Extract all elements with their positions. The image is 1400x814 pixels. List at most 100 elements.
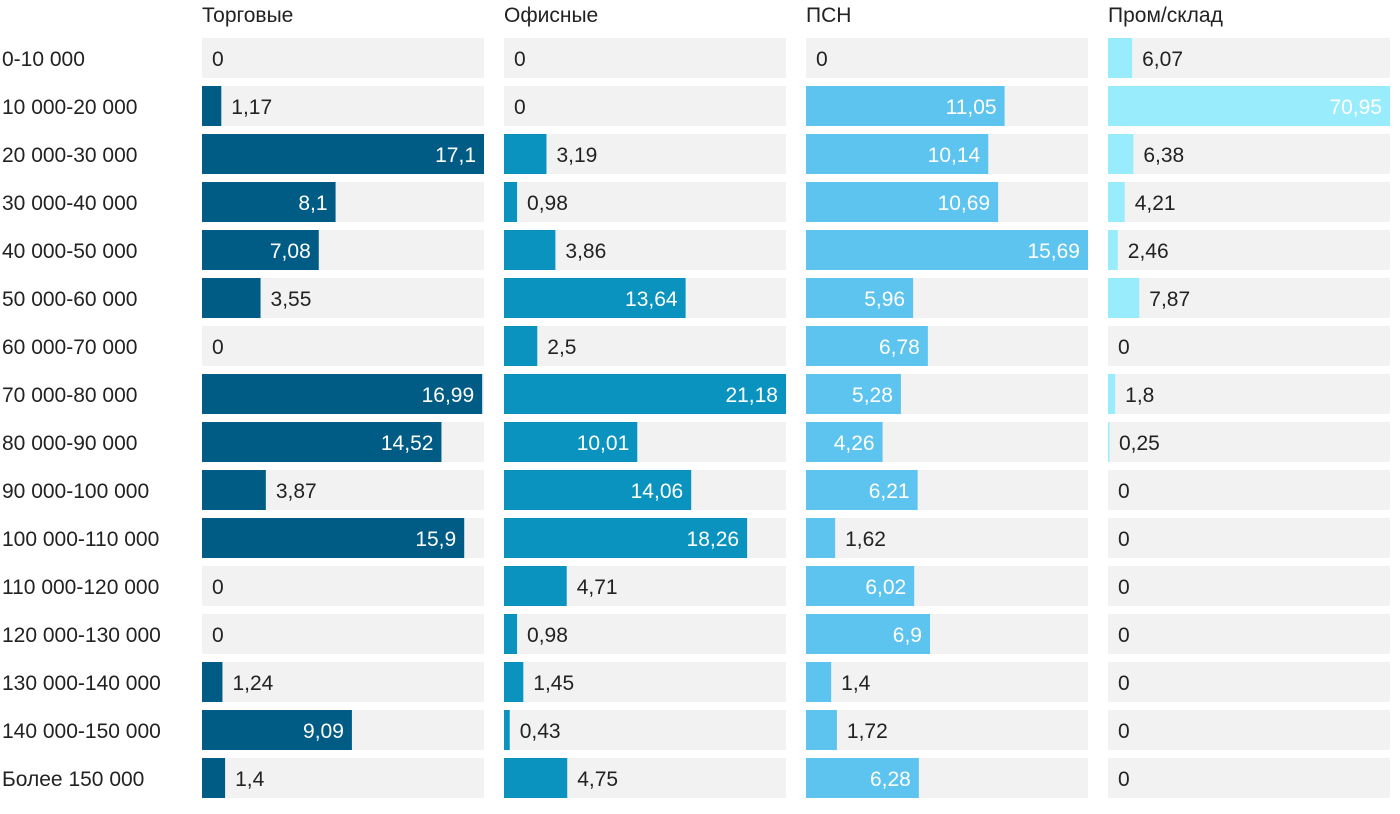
bar — [806, 182, 999, 222]
bar-track — [504, 614, 786, 654]
data-label: 2,46 — [1128, 240, 1169, 263]
bar — [202, 134, 484, 174]
data-label: 0 — [816, 48, 828, 71]
bar-track — [806, 38, 1088, 78]
category-label: 130 000-140 000 — [2, 672, 161, 695]
bar — [504, 662, 524, 702]
data-label: 70,95 — [1329, 96, 1382, 119]
data-label: 8,1 — [298, 192, 327, 215]
bar — [806, 614, 931, 654]
bar-track — [1108, 662, 1390, 702]
bar — [202, 518, 465, 558]
data-label: 4,26 — [834, 432, 875, 455]
data-label: 3,86 — [565, 240, 606, 263]
data-label: 15,69 — [1027, 240, 1080, 263]
series-header: Пром/склад — [1108, 4, 1223, 27]
bar-track — [806, 710, 1088, 750]
category-label: 70 000-80 000 — [2, 384, 137, 407]
category-label: 90 000-100 000 — [2, 480, 149, 503]
data-label: 0 — [212, 336, 224, 359]
bar-track — [1108, 614, 1390, 654]
category-label: 50 000-60 000 — [2, 288, 137, 311]
data-label: 7,87 — [1149, 288, 1190, 311]
bar-track — [1108, 566, 1390, 606]
bar — [504, 278, 686, 318]
bar — [806, 758, 919, 798]
bar — [1108, 422, 1110, 462]
bar — [504, 230, 556, 270]
bar — [202, 710, 352, 750]
bar — [504, 326, 538, 366]
data-label: 10,69 — [938, 192, 991, 215]
category-label: 100 000-110 000 — [2, 528, 159, 551]
data-label: 6,28 — [870, 768, 911, 791]
category-label: 20 000-30 000 — [2, 144, 137, 167]
bar-track — [504, 134, 786, 174]
bar — [202, 758, 226, 798]
bar-track — [806, 662, 1088, 702]
data-label: 0 — [1118, 720, 1130, 743]
bar-track — [1108, 278, 1390, 318]
bar — [504, 374, 786, 414]
data-label: 0 — [212, 48, 224, 71]
data-label: 0 — [514, 96, 526, 119]
data-label: 17,1 — [435, 144, 476, 167]
data-label: 1,17 — [231, 96, 272, 119]
bar — [504, 134, 547, 174]
data-label: 4,21 — [1135, 192, 1176, 215]
bar — [202, 182, 336, 222]
data-label: 18,26 — [687, 528, 740, 551]
bar — [504, 758, 568, 798]
bar — [1108, 134, 1134, 174]
category-label: 80 000-90 000 — [2, 432, 137, 455]
bar — [1108, 182, 1125, 222]
data-label: 1,45 — [533, 672, 574, 695]
data-label: 0 — [1118, 528, 1130, 551]
data-label: 6,38 — [1143, 144, 1184, 167]
bar-track — [202, 326, 484, 366]
category-label: 140 000-150 000 — [2, 720, 161, 743]
data-label: 14,06 — [631, 480, 684, 503]
bar-track — [504, 86, 786, 126]
bar-track — [202, 758, 484, 798]
bar — [202, 470, 266, 510]
bar — [202, 86, 222, 126]
bar — [806, 86, 1005, 126]
bar — [202, 374, 483, 414]
data-label: 0 — [1118, 576, 1130, 599]
data-label: 9,09 — [303, 720, 344, 743]
data-label: 5,28 — [852, 384, 893, 407]
bar-track — [202, 614, 484, 654]
bar — [806, 710, 837, 750]
bar-track — [202, 38, 484, 78]
data-label: 0 — [1118, 672, 1130, 695]
bar-track — [1108, 134, 1390, 174]
bar-track — [806, 518, 1088, 558]
data-label: 7,08 — [270, 240, 311, 263]
bar — [806, 470, 918, 510]
bar — [504, 566, 567, 606]
data-label: 3,55 — [271, 288, 312, 311]
bar-track — [1108, 518, 1390, 558]
series-header: Офисные — [504, 4, 598, 27]
bar-track — [1108, 422, 1390, 462]
data-label: 0 — [1118, 768, 1130, 791]
bar — [806, 518, 836, 558]
bar — [806, 422, 883, 462]
bar-track — [202, 566, 484, 606]
data-label: 16,99 — [422, 384, 475, 407]
data-label: 0,43 — [520, 720, 561, 743]
bar-track — [1108, 326, 1390, 366]
data-label: 0,98 — [527, 192, 568, 215]
bar-track — [1108, 38, 1390, 78]
bar-track — [1108, 230, 1390, 270]
data-label: 10,14 — [928, 144, 981, 167]
data-label: 14,52 — [381, 432, 434, 455]
data-label: 0 — [212, 576, 224, 599]
bar-track — [504, 710, 786, 750]
bar — [504, 710, 510, 750]
category-label: 30 000-40 000 — [2, 192, 137, 215]
bar-track — [504, 662, 786, 702]
data-label: 6,9 — [893, 624, 922, 647]
category-label: 40 000-50 000 — [2, 240, 137, 263]
